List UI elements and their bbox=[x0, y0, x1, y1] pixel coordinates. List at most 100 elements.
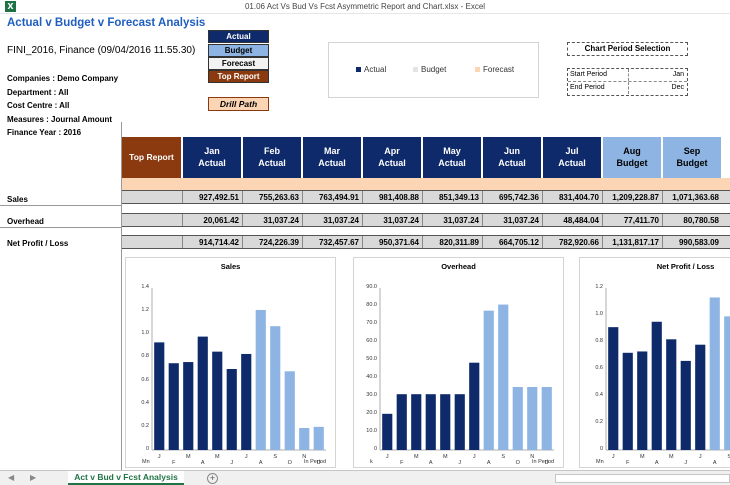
end-period-value[interactable]: Dec bbox=[671, 84, 684, 91]
table-cell[interactable]: 755,263.63 bbox=[242, 191, 301, 203]
overhead-chart[interactable]: Overhead 0 10.0 20.0 30.0 40.0 50.0 60.0 70.0 80… bbox=[353, 257, 564, 468]
bar-1-6[interactable] bbox=[469, 362, 480, 450]
bar-2-2[interactable] bbox=[637, 351, 648, 450]
bar-0-11[interactable] bbox=[313, 426, 324, 450]
table-cell[interactable]: 1,131,817.17 bbox=[602, 236, 661, 248]
table-cell[interactable]: 695,742.36 bbox=[482, 191, 541, 203]
row-label-net-profit[interactable]: Net Profit / Loss bbox=[7, 239, 69, 248]
start-period-row: Start Period Jan bbox=[568, 69, 687, 82]
row-label-overhead[interactable]: Overhead bbox=[7, 217, 44, 226]
table-cell[interactable]: 763,494.91 bbox=[302, 191, 361, 203]
bar-1-5[interactable] bbox=[454, 394, 465, 450]
table-cell[interactable]: 831,404.70 bbox=[542, 191, 601, 203]
actual-button[interactable]: Actual bbox=[208, 30, 269, 43]
table-cell[interactable]: 31,037.24 bbox=[482, 214, 541, 226]
bar-0-10[interactable] bbox=[299, 428, 310, 450]
table-cell[interactable]: 31,037.24 bbox=[302, 214, 361, 226]
table-cell[interactable]: 981,408.88 bbox=[362, 191, 421, 203]
net-profit-chart[interactable]: Net Profit / Loss 0 0.2 0.4 0.6 0.8 1.0 1.2 J F M… bbox=[579, 257, 730, 468]
measure-label: Actual bbox=[318, 158, 346, 168]
month-header-mar[interactable]: Mar Actual bbox=[302, 137, 361, 178]
bar-1-1[interactable] bbox=[396, 394, 407, 450]
top-report-header[interactable]: Top Report bbox=[122, 137, 181, 178]
month-header-may[interactable]: May Actual bbox=[422, 137, 481, 178]
measure-label: Budget bbox=[676, 158, 708, 168]
table-cell[interactable]: 80,780.58 bbox=[662, 214, 721, 226]
unit-label: Mn bbox=[142, 459, 150, 465]
bar-2-7[interactable] bbox=[709, 297, 720, 450]
drill-path-button[interactable]: Drill Path bbox=[208, 97, 269, 111]
bar-2-5[interactable] bbox=[680, 360, 691, 450]
month-header-jan[interactable]: Jan Actual bbox=[182, 137, 241, 178]
bar-1-0[interactable] bbox=[382, 413, 393, 450]
bar-1-2[interactable] bbox=[411, 394, 422, 450]
prev-sheet-icon[interactable]: ◀ bbox=[8, 473, 15, 482]
top-report-button[interactable]: Top Report bbox=[208, 70, 269, 83]
table-cell[interactable]: 724,226.39 bbox=[242, 236, 301, 248]
table-cell[interactable]: 664,705.12 bbox=[482, 236, 541, 248]
month-header-feb[interactable]: Feb Actual bbox=[242, 137, 301, 178]
bar-1-4[interactable] bbox=[440, 394, 451, 450]
horizontal-scrollbar[interactable] bbox=[555, 474, 730, 483]
bar-1-7[interactable] bbox=[483, 310, 494, 450]
table-cell[interactable]: 31,037.24 bbox=[362, 214, 421, 226]
bar-0-4[interactable] bbox=[212, 351, 223, 450]
bar-2-0[interactable] bbox=[608, 327, 619, 450]
bar-2-1[interactable] bbox=[622, 352, 633, 450]
legend-forecast: Forecast bbox=[475, 65, 514, 74]
bar-0-1[interactable] bbox=[168, 363, 179, 450]
budget-button[interactable]: Budget bbox=[208, 44, 269, 57]
table-cell[interactable]: 1,071,363.68 bbox=[662, 191, 721, 203]
table-cell[interactable]: 851,349.13 bbox=[422, 191, 481, 203]
bar-0-9[interactable] bbox=[284, 371, 295, 450]
bar-2-4[interactable] bbox=[666, 339, 677, 450]
table-cell[interactable]: 950,371.64 bbox=[362, 236, 421, 248]
month-header-aug[interactable]: Aug Budget bbox=[602, 137, 661, 178]
bar-0-3[interactable] bbox=[197, 336, 208, 450]
forecast-button[interactable]: Forecast bbox=[208, 57, 269, 70]
chart-title: Sales bbox=[220, 262, 241, 271]
month-label: Apr bbox=[384, 146, 400, 156]
bar-0-2[interactable] bbox=[183, 362, 194, 450]
chart-legend: Actual Budget Forecast bbox=[328, 42, 539, 98]
bar-1-9[interactable] bbox=[512, 387, 523, 450]
worksheet[interactable]: Actual v Budget v Forecast Analysis FINI… bbox=[0, 14, 730, 470]
table-cell[interactable]: 31,037.24 bbox=[242, 214, 301, 226]
y-tick-label: 1.0 bbox=[141, 330, 149, 337]
month-header-jun[interactable]: Jun Actual bbox=[482, 137, 541, 178]
bar-0-6[interactable] bbox=[241, 353, 252, 450]
table-cell[interactable]: 20,061.42 bbox=[182, 214, 241, 226]
bar-0-7[interactable] bbox=[255, 309, 266, 450]
table-cell[interactable]: 927,492.51 bbox=[182, 191, 241, 203]
sales-chart[interactable]: Sales 0 0.2 0.4 0.6 0.8 1.0 1.2 1.4 J F M A M J J A S O N D… bbox=[125, 257, 336, 468]
month-header-jul[interactable]: Jul Actual bbox=[542, 137, 601, 178]
bar-1-3[interactable] bbox=[425, 394, 436, 450]
table-cell[interactable]: 914,714.42 bbox=[182, 236, 241, 248]
table-cell[interactable]: 77,411.70 bbox=[602, 214, 661, 226]
table-cell[interactable]: 1,209,228.87 bbox=[602, 191, 661, 203]
table-cell[interactable]: 48,484.04 bbox=[542, 214, 601, 226]
end-period-label: End Period bbox=[570, 84, 605, 91]
sheet-tab-act-v-bud-v-fcst[interactable]: Act v Bud v Fcst Analysis bbox=[68, 471, 184, 485]
table-cell[interactable]: 820,311.89 bbox=[422, 236, 481, 248]
bar-2-6[interactable] bbox=[695, 344, 706, 450]
table-cell[interactable]: 782,920.66 bbox=[542, 236, 601, 248]
table-cell[interactable]: 31,037.24 bbox=[422, 214, 481, 226]
bar-0-5[interactable] bbox=[226, 369, 237, 450]
bar-1-8[interactable] bbox=[498, 304, 509, 450]
month-header-apr[interactable]: Apr Actual bbox=[362, 137, 421, 178]
bar-0-8[interactable] bbox=[270, 326, 281, 450]
table-cell[interactable]: 990,583.09 bbox=[662, 236, 721, 248]
table-cell[interactable]: 732,457.67 bbox=[302, 236, 361, 248]
month-header-sep[interactable]: Sep Budget bbox=[662, 137, 721, 178]
bar-2-3[interactable] bbox=[651, 321, 662, 450]
bar-1-10[interactable] bbox=[527, 387, 538, 450]
next-sheet-icon[interactable]: ▶ bbox=[30, 473, 37, 482]
bar-0-0[interactable] bbox=[154, 342, 165, 450]
excel-icon[interactable]: X bbox=[5, 1, 16, 12]
row-label-sales[interactable]: Sales bbox=[7, 195, 28, 204]
add-sheet-icon[interactable]: + bbox=[207, 473, 218, 484]
start-period-value[interactable]: Jan bbox=[672, 71, 684, 78]
bar-2-8[interactable] bbox=[724, 316, 730, 450]
bar-1-11[interactable] bbox=[541, 387, 552, 450]
